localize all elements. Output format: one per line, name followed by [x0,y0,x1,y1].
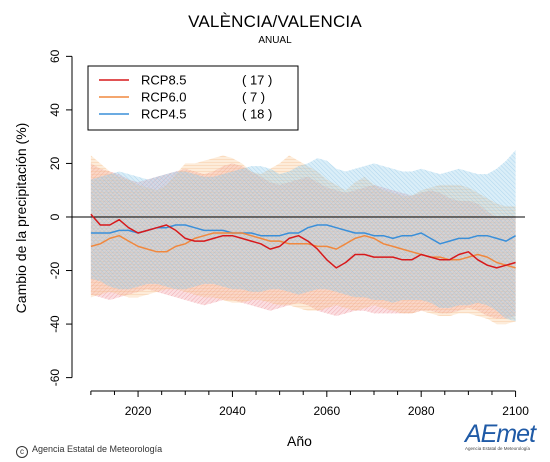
y-tick-label: 60 [48,49,62,63]
series-lines [72,213,525,269]
legend-count: ( 17 ) [242,73,272,88]
legend-count: ( 7 ) [242,90,265,105]
x-tick-label: 2040 [219,404,246,418]
y-tick-label: 40 [48,103,62,117]
y-tick-label: -20 [48,262,62,280]
band-hatch-rcp45 [90,150,516,322]
x-tick-label: 2020 [125,404,152,418]
y-tick-label: 20 [48,156,62,170]
legend-count: ( 18 ) [242,107,272,122]
series-line-rcp85 [90,213,516,269]
y-tick-label: -60 [48,369,62,387]
series-line-rcp45 [90,224,516,245]
legend-box [87,65,299,131]
x-tick-label: 2060 [313,404,340,418]
aemet-logo-subtitle: Agencia Estatal de Meteorología [465,446,531,451]
aemet-logo-mark: AEmet [465,420,536,448]
x-tick-label: 2080 [408,404,435,418]
x-axis-label: Año [287,433,312,449]
chart-title: VALÈNCIA/VALENCIA [188,12,362,31]
credit: c Agencia Estatal de Meteorología [16,444,162,458]
legend-label: RCP6.0 [141,90,187,105]
uncertainty-bands [90,150,516,325]
credit-text: Agencia Estatal de Meteorología [32,444,163,454]
y-tick-label: -40 [48,315,62,333]
aemet-logo: AEmet Agencia Estatal de Meteorología [465,420,550,460]
legend-label: RCP8.5 [141,73,187,88]
series-line-rcp60 [90,232,516,269]
x-tick-label: 2100 [502,404,529,418]
copyright-icon: c [16,446,28,458]
legend: RCP8.5 ( 17 ) RCP6.0 ( 7 ) RCP4.5 ( 18 ) [87,65,299,131]
chart-subtitle: ANUAL [258,35,292,46]
legend-label: RCP4.5 [141,107,187,122]
y-tick-label: 0 [48,213,62,220]
